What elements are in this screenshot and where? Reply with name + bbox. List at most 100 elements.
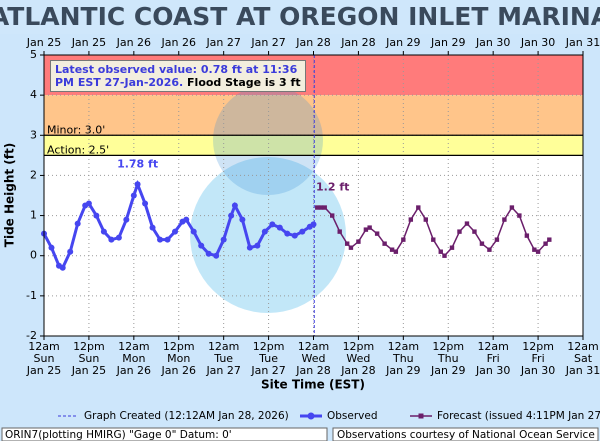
data-point [315, 205, 320, 210]
x-tick-day: Mon [167, 352, 190, 365]
x-tick-label: 12am [567, 340, 598, 353]
data-point [108, 236, 115, 243]
data-point [269, 221, 276, 228]
data-point [367, 225, 372, 230]
x-tick-date: Jan 28 [295, 364, 330, 377]
x-tick-date: Jan 27 [205, 364, 240, 377]
data-point [431, 237, 436, 242]
data-point [464, 221, 470, 226]
x-tick-label: 12pm [163, 340, 195, 353]
x-tick-date: Jan 25 [26, 364, 61, 377]
data-point [299, 228, 306, 235]
x-tick-label: 12pm [253, 340, 285, 353]
top-date-label: Jan 25 [26, 36, 61, 49]
x-tick-label: 12pm [73, 340, 105, 353]
x-tick-date: Jan 27 [250, 364, 285, 377]
x-tick-day: Fri [532, 352, 545, 365]
data-point [130, 192, 137, 199]
data-point [67, 248, 74, 255]
data-point [157, 236, 164, 243]
data-point [393, 249, 399, 254]
x-tick-date: Jan 31 [565, 364, 600, 377]
legend-label: Forecast (issued 4:11PM Jan 27) [437, 410, 600, 422]
data-point [220, 236, 227, 243]
y-tick-label: 0 [30, 249, 37, 262]
data-point [190, 228, 197, 235]
data-point [115, 234, 122, 241]
data-point [423, 217, 428, 222]
x-tick-day: Wed [346, 352, 370, 365]
top-date-label: Jan 30 [520, 36, 555, 49]
plot-area: Minor: 3.0' Action: 2.5' 1.78 ft 1.2 ft [41, 54, 584, 337]
x-tick-day: Mon [122, 352, 145, 365]
data-point [228, 212, 235, 219]
data-point [532, 247, 537, 252]
x-tick-label: 12am [208, 340, 239, 353]
top-date-label: Jan 26 [161, 36, 196, 49]
watermark [213, 85, 323, 195]
data-point [543, 241, 548, 246]
data-point [213, 252, 220, 259]
x-tick-label: 12am [388, 340, 419, 353]
x-tick-date: Jan 30 [475, 364, 510, 377]
threshold-label: Minor: 3.0' [47, 123, 105, 136]
info-flood: Flood Stage is 3 ft [187, 76, 301, 89]
footer-box [332, 427, 599, 441]
data-point [517, 213, 522, 218]
x-tick-label: 12am [298, 340, 329, 353]
legend-marker [418, 413, 424, 419]
top-date-label: Jan 25 [71, 36, 106, 49]
data-point [337, 229, 342, 234]
data-point [149, 224, 156, 231]
data-point [291, 232, 298, 239]
x-tick-day: Tue [258, 352, 278, 365]
y-tick-label: -1 [26, 289, 37, 302]
data-point [356, 239, 361, 244]
legend-label: Observed [327, 410, 378, 422]
data-point [401, 237, 406, 242]
data-point [547, 237, 552, 242]
title-bar [0, 0, 600, 34]
data-point [74, 220, 81, 227]
footer-left: ORIN7(plotting HMIRG) "Gage 0" Datum: 0' [5, 429, 232, 441]
y-tick-label: -2 [26, 329, 37, 342]
x-tick-day: Tue [213, 352, 233, 365]
data-point [487, 247, 492, 252]
data-point [198, 242, 205, 249]
data-point [374, 231, 380, 236]
footer-right: Observations courtesy of National Ocean … [337, 429, 595, 441]
data-point [472, 229, 477, 234]
data-point [231, 202, 238, 209]
x-tick-day: Sun [34, 352, 55, 365]
y-tick-label: 5 [30, 48, 37, 61]
legend-label: Graph Created (12:12AM Jan 28, 2026) [84, 410, 289, 422]
data-point [344, 241, 350, 246]
x-tick-label: 12pm [522, 340, 554, 353]
data-point [502, 217, 507, 222]
x-tick-date: Jan 29 [430, 364, 465, 377]
x-tick-date: Jan 25 [71, 364, 106, 377]
data-point [85, 200, 92, 207]
top-date-label: Jan 28 [340, 36, 375, 49]
x-tick-label: 12am [477, 340, 508, 353]
data-point [134, 181, 141, 188]
data-point [172, 228, 179, 235]
data-point [389, 247, 395, 252]
top-date-label: Jan 26 [116, 36, 151, 49]
top-date-label: Jan 30 [475, 36, 510, 49]
data-point [330, 213, 335, 218]
data-point [348, 245, 354, 250]
legend-marker [307, 412, 315, 420]
data-point [276, 224, 283, 231]
data-point [535, 249, 541, 254]
y-tick-label: 4 [30, 88, 37, 101]
y-tick-label: 2 [30, 168, 37, 181]
chart-title: ATLANTIC COAST AT OREGON INLET MARINA [0, 2, 600, 31]
data-point [524, 233, 530, 238]
x-tick-date: Jan 29 [385, 364, 420, 377]
top-date-label: Jan 28 [295, 36, 330, 49]
top-date-label: Jan 31 [565, 36, 600, 49]
x-tick-date: Jan 28 [340, 364, 375, 377]
